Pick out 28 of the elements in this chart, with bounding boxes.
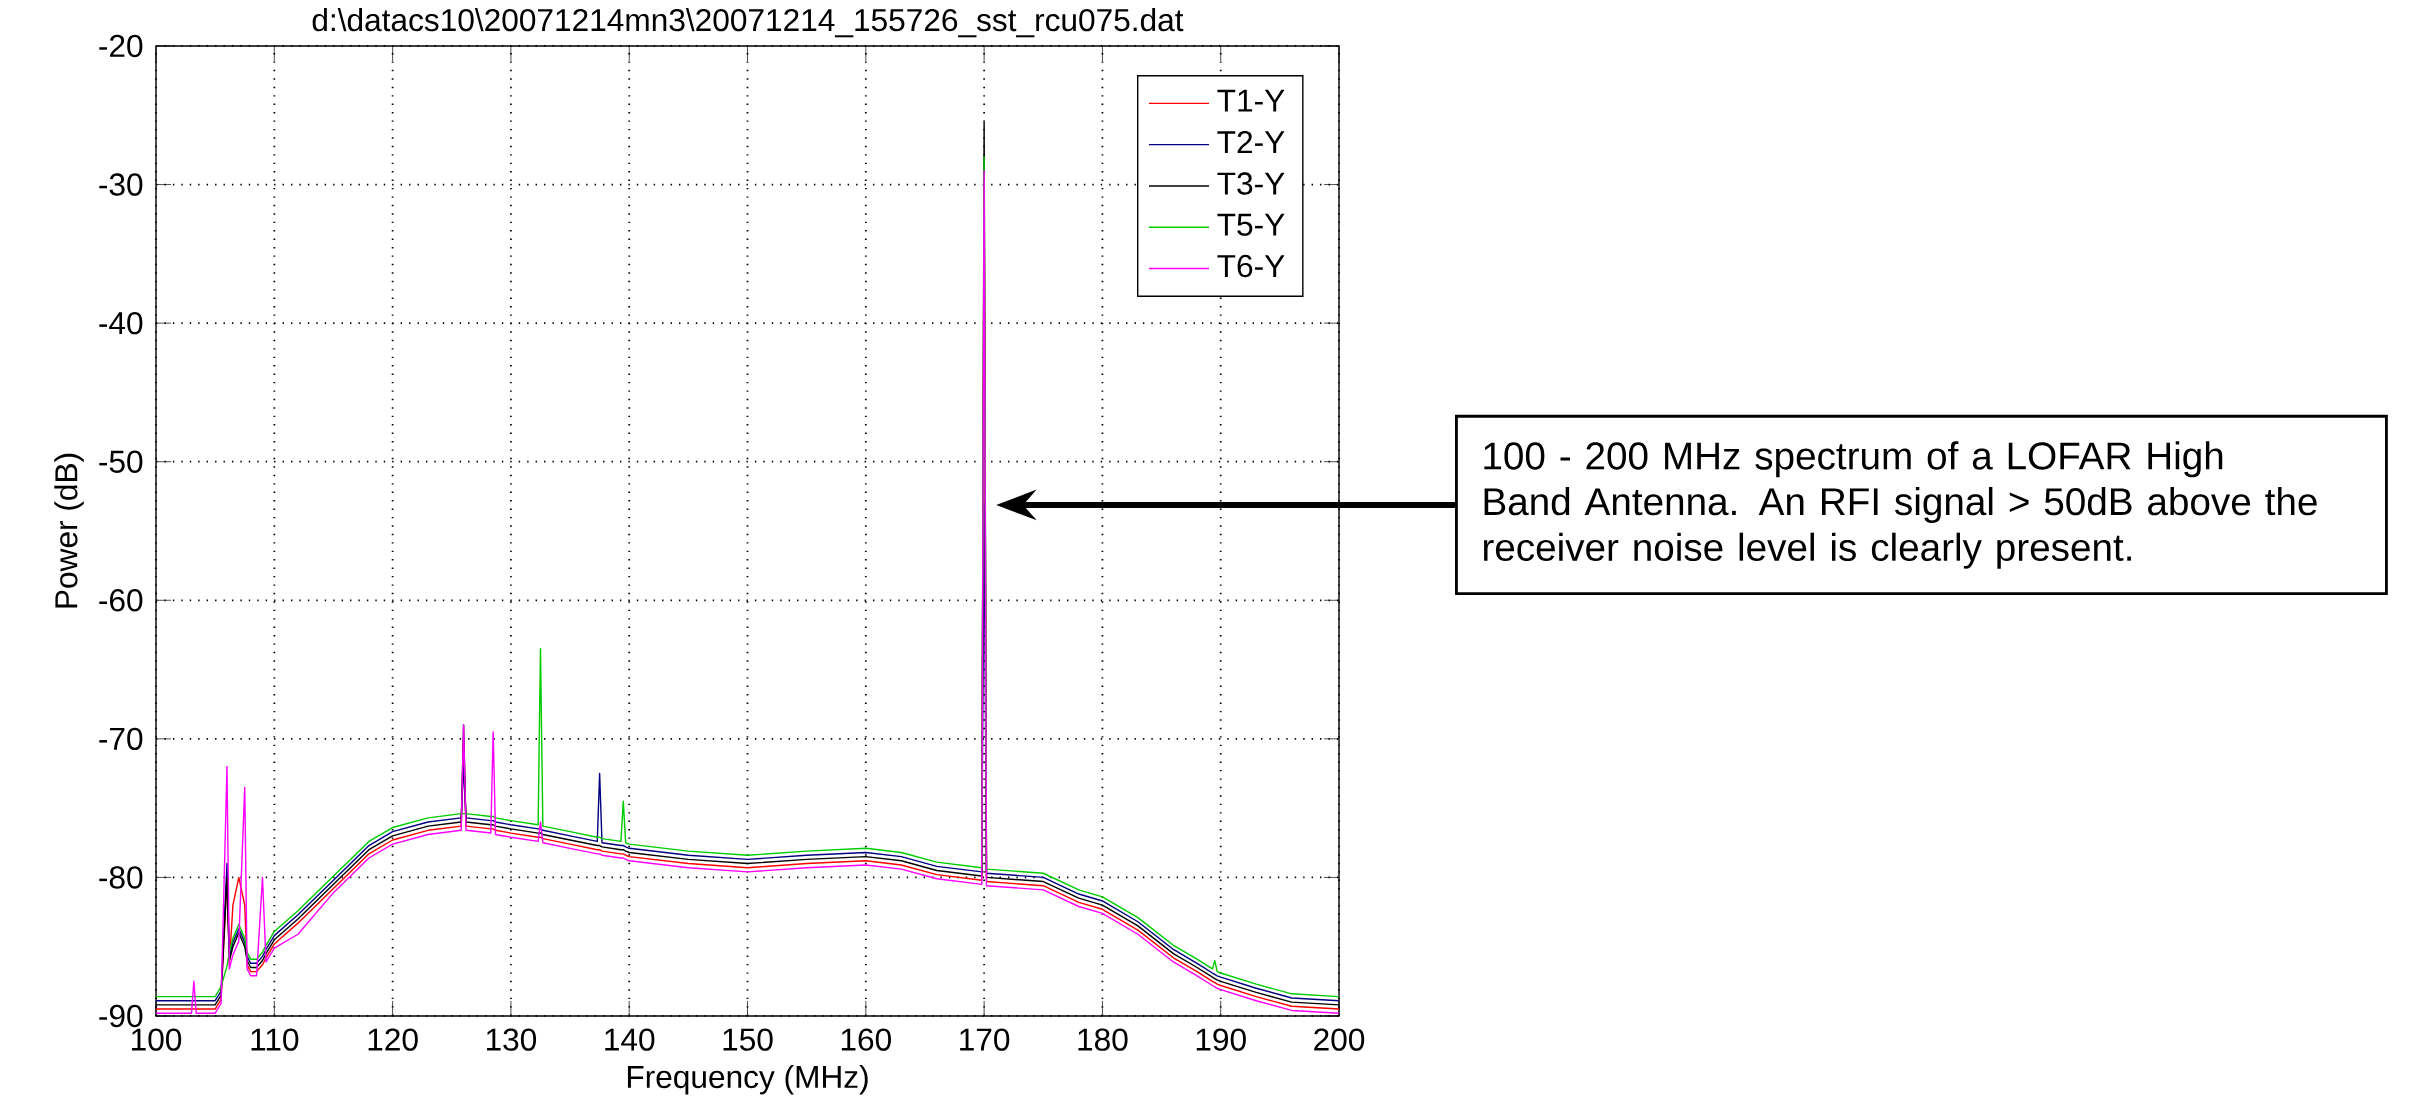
legend-label: T3-Y: [1217, 172, 1285, 195]
y-tick-label: -50: [99, 450, 143, 473]
y-tick-label: -20: [99, 34, 143, 58]
x-tick-label: 110: [251, 1028, 299, 1051]
x-tick-label: 180: [1078, 1028, 1128, 1051]
chart-title: d:\datacs10\20071214mn3\20071214_155726_sst_rcu075.dat: [312, 8, 1184, 38]
x-tick-label: 140: [605, 1028, 655, 1051]
x-axis-title: Frequency (MHz): [627, 1064, 868, 1095]
x-tick-label: 100: [132, 1028, 182, 1051]
legend-label: T6-Y: [1217, 254, 1285, 278]
x-tick-label: 170: [960, 1028, 1010, 1051]
text: 100 - 200 MHz spectrum of a LOFAR High Band Antenna. An RFI signal > 50dB above the receiver noise level is clearly present.: [1484, 441, 2317, 569]
y-tick-label: -60: [99, 589, 143, 612]
legend-label: T5-Y: [1217, 213, 1285, 236]
y-tick-label: -40: [99, 311, 143, 335]
x-tick-label: 130: [486, 1028, 537, 1051]
legend-label: T2-Y: [1217, 130, 1285, 154]
y-tick-label: -80: [99, 866, 143, 889]
x-tick-label: 150: [723, 1028, 773, 1051]
y-axis-title: Power (dB): [54, 453, 84, 608]
x-tick-label: 160: [841, 1028, 891, 1051]
x-tick-label: 120: [368, 1028, 418, 1051]
y-tick-label: -30: [99, 173, 143, 196]
x-tick-label: 190: [1196, 1028, 1246, 1051]
legend-label: T1-Y: [1217, 89, 1285, 112]
y-tick-label: -70: [99, 727, 143, 751]
y-tick-label: -90: [99, 1004, 143, 1028]
x-tick-label: 200: [1314, 1028, 1365, 1051]
